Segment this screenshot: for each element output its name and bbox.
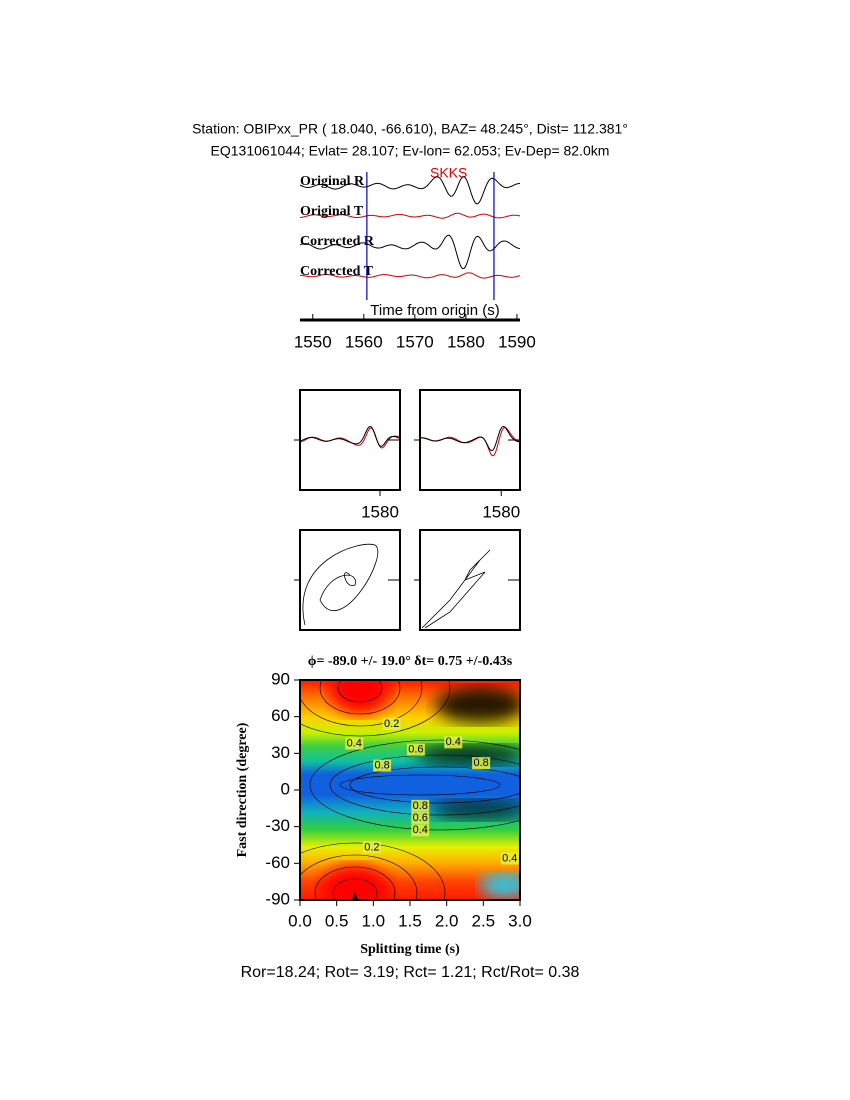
x-tick-label: 1.5	[398, 911, 422, 930]
trace-label: Corrected R	[300, 234, 375, 249]
contour-label: 0.2	[364, 841, 379, 853]
contour-label-box	[411, 812, 430, 825]
trace	[299, 425, 401, 447]
trace	[299, 176, 521, 205]
x-tick-label: 1590	[498, 332, 536, 351]
x-tick-label: 3.0	[508, 911, 532, 930]
y-tick-label: 90	[271, 669, 290, 688]
trace	[299, 212, 521, 219]
contour-label: 0.8	[473, 757, 488, 769]
contour-label-box	[345, 737, 364, 750]
contour-label-box	[362, 841, 381, 854]
contour-label: 0.2	[384, 718, 399, 730]
contour-label-box	[500, 852, 519, 865]
contour-label: 0.4	[347, 737, 362, 749]
misfit-surface	[300, 680, 520, 900]
trace	[299, 272, 521, 279]
contour-label: 0.8	[374, 759, 389, 771]
y-tick-label: -30	[265, 816, 290, 835]
contour-label: 0.4	[502, 852, 517, 864]
x-axis-label: Time from origin (s)	[370, 302, 499, 319]
trace-label: Original R	[300, 174, 365, 189]
x-tick-label: 0.5	[325, 911, 349, 930]
contour-label: 0.6	[413, 812, 428, 824]
phase-label: SKKS	[430, 165, 467, 181]
contour-label: 0.4	[413, 824, 428, 836]
x-tick-label: 0.0	[288, 911, 312, 930]
y-tick-label: 60	[271, 706, 290, 725]
trace	[299, 234, 521, 270]
contour-label: 0.8	[413, 800, 428, 812]
particle-path	[302, 543, 379, 626]
x-tick-label: 2.5	[472, 911, 496, 930]
x-tick-label: 1580	[447, 332, 485, 351]
contour-label: 0.6	[408, 744, 423, 756]
panel-frame	[419, 389, 521, 491]
particle-path	[421, 549, 491, 629]
contour-label-box	[444, 736, 463, 749]
y-tick-label: 0	[281, 779, 290, 798]
header-line: Station: OBIPxx_PR ( 18.040, -66.610), B…	[192, 121, 628, 137]
x-tick-label: 2.0	[435, 911, 459, 930]
trace	[419, 425, 521, 452]
x-axis-label: Splitting time (s)	[360, 942, 460, 957]
footer: Ror=18.24; Rot= 3.19; Rct= 1.21; Rct/Rot…	[241, 964, 580, 981]
contour-label-box	[411, 799, 430, 812]
y-tick-label: 30	[271, 743, 290, 762]
y-tick-label: -60	[265, 853, 290, 872]
x-tick-label: 1570	[396, 332, 434, 351]
x-tick-label: 1550	[294, 332, 332, 351]
y-axis-label: Fast direction (degree)	[235, 722, 250, 857]
contour-label-box	[472, 757, 491, 770]
chart-title: ϕ= -89.0 +/- 19.0° δt= 0.75 +/-0.43s	[308, 654, 513, 669]
contour-label: 0.4	[446, 736, 461, 748]
contour-label-box	[382, 718, 401, 730]
contour-label-box	[411, 824, 430, 837]
trace-label: Corrected T	[300, 264, 374, 279]
panel-frame	[299, 529, 401, 631]
panel-frame	[299, 389, 401, 491]
x-tick-label: 1560	[345, 332, 383, 351]
y-tick-label: -90	[265, 889, 290, 908]
x-tick-label: 1.0	[362, 911, 386, 930]
trace-label: Original T	[300, 204, 364, 219]
contour-label-box	[406, 743, 425, 756]
contour-label-box	[373, 759, 392, 772]
header-line: EQ131061044; Evlat= 28.107; Ev-lon= 62.0…	[211, 143, 610, 159]
x-tick-label: 1580	[361, 502, 399, 521]
x-tick-label: 1580	[482, 502, 520, 521]
